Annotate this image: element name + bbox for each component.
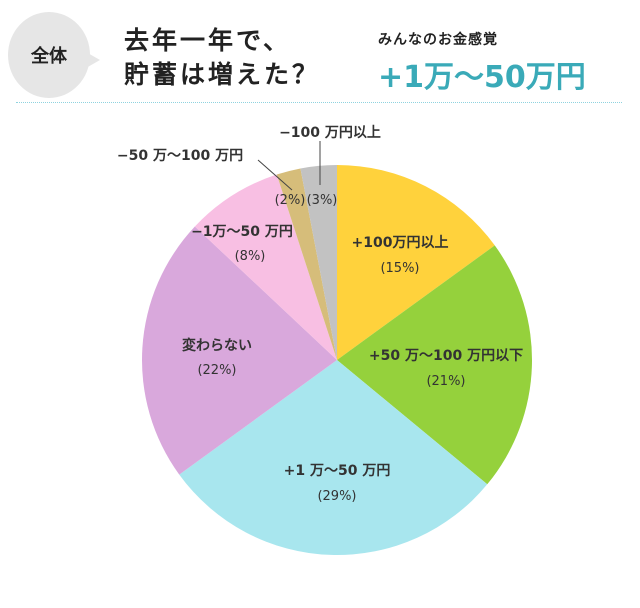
slice-percent-label: (3%) [307, 193, 338, 208]
slice-label: +50 万〜100 万円以下 [369, 348, 523, 364]
slice-percent-label: (8%) [235, 249, 266, 264]
slice-label: −100 万円以上 [279, 125, 381, 141]
slice-label: −1万〜50 万円 [191, 224, 293, 240]
pie-slice [337, 245, 533, 485]
slice-label: 変わらない [182, 337, 252, 354]
sense-value: +1万〜50万円 [378, 60, 586, 95]
pie-slice [141, 226, 337, 475]
pie-slice [194, 174, 337, 360]
badge-label: 全体 [31, 46, 67, 67]
slice-percent-label: (2%) [275, 193, 306, 208]
divider [16, 102, 622, 103]
title-line-1: 去年一年で、 [124, 26, 292, 55]
slice-label: +1 万〜50 万円 [284, 463, 391, 479]
slice-percent-label: (21%) [426, 374, 465, 389]
slice-label: +100万円以上 [352, 235, 449, 251]
slice-percent-label: (15%) [380, 261, 419, 276]
slice-percent-label: (22%) [197, 363, 236, 378]
segment-badge: 全体 [8, 12, 100, 98]
pie-slice [300, 165, 337, 360]
slice-percent-label: (29%) [317, 489, 356, 504]
sense-label: みんなのお金感覚 [378, 32, 498, 48]
pie-slice [276, 168, 337, 360]
title-line-2: 貯蓄は増えた？ [124, 60, 321, 89]
slice-label: −50 万〜100 万円 [117, 148, 243, 164]
page-title: 去年一年で、 貯蓄は増えた？ [124, 24, 320, 92]
pie-slice [179, 360, 488, 555]
pie-slice [337, 165, 495, 360]
leader-line [257, 159, 293, 191]
